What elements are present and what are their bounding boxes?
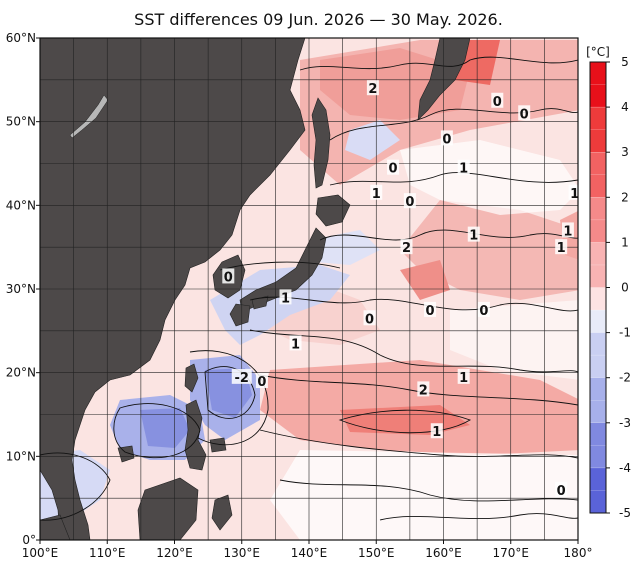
contour-label: 0 (257, 375, 266, 390)
contour-label: 2 (368, 82, 377, 97)
lat-label: 40°N (6, 198, 36, 212)
contour-label: 0 (520, 107, 529, 122)
contour-label: 0 (557, 484, 566, 499)
lat-label: 50°N (6, 115, 36, 129)
contour-label-bg (231, 368, 252, 384)
contour-label: 1 (281, 291, 290, 306)
lat-label: 60°N (6, 31, 36, 45)
contour-label: 0 (405, 195, 414, 210)
lon-label: 120°E (156, 546, 193, 560)
contour-label-bg (424, 301, 437, 317)
contour-label: 0 (426, 304, 435, 319)
contour-label: 1 (291, 337, 300, 352)
lon-label: 140°E (291, 546, 328, 560)
colorbar-tick-label: -2 (619, 371, 631, 385)
contour-label-bg (555, 239, 568, 255)
colorbar-tick-label: 5 (621, 55, 629, 69)
contour-label-bg (518, 105, 531, 121)
lat-label: 10°N (6, 449, 36, 463)
contour-label-bg (363, 310, 376, 326)
contour-label-bg (457, 368, 470, 384)
contour-label-bg (279, 289, 292, 305)
lon-label: 150°E (358, 546, 395, 560)
contour-label: 0 (493, 95, 502, 110)
contour-label-bg (289, 335, 302, 351)
colorbar-tick-label: 0 (621, 281, 629, 295)
lat-label: 20°N (6, 366, 36, 380)
contour-label: 0 (365, 312, 374, 327)
contour-label: 0 (389, 162, 398, 177)
contour-label: 1 (459, 371, 468, 386)
colorbar-unit: [°C] (586, 45, 610, 59)
contour-lines (40, 56, 578, 521)
contour-label: 2 (402, 241, 411, 256)
lon-label: 170°E (493, 546, 530, 560)
contour-label-bg (467, 226, 480, 242)
contour-label-bg (403, 193, 416, 209)
lon-label: 110°E (89, 546, 126, 560)
colorbar-tick-label: 3 (621, 145, 629, 159)
contour-label-bg (366, 80, 379, 96)
contour-label: 1 (570, 187, 579, 202)
latitude-labels: 60°N 50°N 40°N 30°N 20°N 10°N 0° (6, 31, 40, 547)
lon-label: 180° (564, 546, 593, 560)
colorbar-segment (590, 287, 606, 311)
contour-label: 0 (224, 270, 233, 285)
lat-label: 30°N (6, 282, 36, 296)
lat-label: 0° (22, 533, 36, 547)
contour-label-bg (477, 301, 490, 317)
contour-label-bg (555, 481, 568, 497)
map-title: SST differences 09 Jun. 2026 — 30 May. 2… (134, 10, 503, 29)
contour-label: 0 (479, 304, 488, 319)
contour-label: 0 (442, 132, 451, 147)
contour-label-bg (370, 184, 383, 200)
contour-label: 1 (557, 241, 566, 256)
contour-label: 1 (469, 229, 478, 244)
contour-label-bg (255, 373, 268, 389)
colorbar-tick-label: -5 (619, 506, 631, 520)
lake-baikal (69, 94, 109, 139)
colorbar: 5 4 3 2 1 0 -1 -2 -3 -4 -5 (589, 55, 631, 520)
contour-label-bg (561, 222, 574, 238)
colorbar-tick-label: 4 (621, 100, 629, 114)
contour-label: 1 (432, 425, 441, 440)
colorbar-tick-label: -1 (619, 326, 631, 340)
colorbar-tick-label: -4 (619, 461, 631, 475)
lon-label: 160°E (425, 546, 462, 560)
contour-label: 1 (459, 162, 468, 177)
colorbar-tick-label: 2 (621, 190, 629, 204)
lat-lon-grid (40, 38, 578, 540)
contour-label-bg (400, 239, 413, 255)
contour-label-bg (222, 268, 235, 284)
colorbar-segment (590, 310, 606, 333)
contour-label: -2 (235, 371, 249, 386)
lon-label: 100°E (22, 546, 59, 560)
contour-label-bg (430, 423, 443, 439)
contour-label-bg (387, 159, 400, 175)
contour-label-bg (440, 130, 453, 146)
contour-label: 1 (563, 224, 572, 239)
colorbar-tick-label: 1 (621, 235, 629, 249)
contour-label: 2 (419, 383, 428, 398)
contour-label-bg (457, 159, 470, 175)
contour-label: 1 (372, 187, 381, 202)
lon-label: 130°E (224, 546, 261, 560)
colorbar-tick-label: -3 (619, 416, 631, 430)
contour-label-bg (417, 381, 430, 397)
contour-label-bg (491, 92, 504, 108)
longitude-labels: 100°E 110°E 120°E 130°E 140°E 150°E 160°E 170°E… (22, 540, 593, 560)
